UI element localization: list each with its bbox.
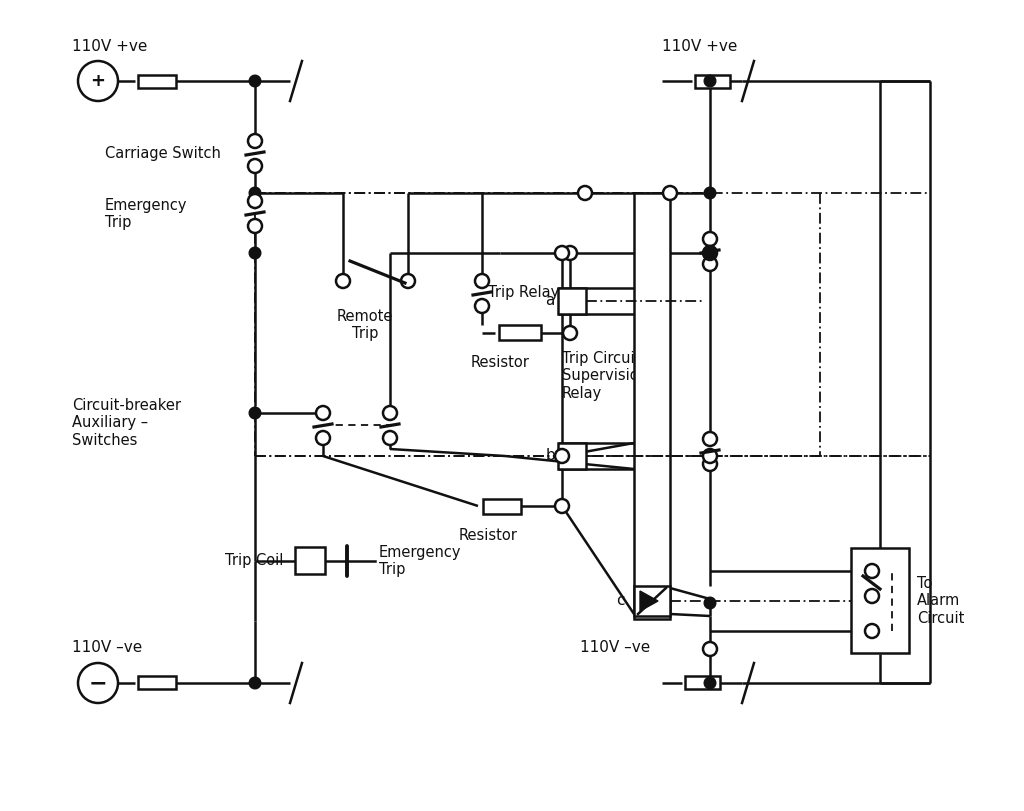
Circle shape — [703, 246, 717, 260]
Circle shape — [383, 431, 397, 445]
Text: c: c — [616, 594, 625, 608]
Text: 110V +ve: 110V +ve — [662, 39, 737, 54]
Circle shape — [703, 432, 717, 446]
Circle shape — [703, 257, 717, 271]
Circle shape — [248, 134, 262, 148]
Bar — [634, 586, 670, 616]
Circle shape — [475, 299, 489, 313]
Circle shape — [865, 624, 879, 638]
Circle shape — [78, 663, 118, 703]
Text: 110V –ve: 110V –ve — [72, 640, 142, 655]
Circle shape — [249, 75, 261, 87]
Text: Emergency
Trip: Emergency Trip — [379, 545, 462, 577]
Circle shape — [555, 449, 569, 463]
Circle shape — [475, 274, 489, 288]
Bar — [634, 193, 670, 619]
Circle shape — [555, 499, 569, 513]
Bar — [295, 547, 325, 574]
Circle shape — [705, 247, 716, 259]
Text: Emergency
Trip: Emergency Trip — [105, 198, 187, 230]
Circle shape — [703, 642, 717, 656]
Circle shape — [248, 194, 262, 208]
Circle shape — [249, 407, 261, 418]
Circle shape — [555, 246, 569, 260]
Circle shape — [248, 159, 262, 173]
Circle shape — [249, 187, 261, 199]
Text: Trip Relay: Trip Relay — [488, 285, 559, 301]
Bar — [138, 676, 176, 689]
Circle shape — [705, 677, 716, 689]
Circle shape — [865, 564, 879, 578]
Circle shape — [316, 406, 330, 420]
Circle shape — [248, 219, 262, 233]
Circle shape — [865, 589, 879, 603]
Bar — [499, 325, 541, 341]
Bar — [684, 676, 720, 689]
Circle shape — [316, 431, 330, 445]
Circle shape — [336, 274, 350, 288]
Circle shape — [383, 406, 397, 420]
Text: b: b — [545, 448, 555, 464]
Text: Resistor: Resistor — [459, 528, 517, 543]
Circle shape — [705, 597, 716, 609]
Text: a: a — [546, 294, 555, 308]
Bar — [558, 443, 586, 469]
Circle shape — [663, 186, 677, 200]
Text: 110V +ve: 110V +ve — [72, 39, 147, 54]
Circle shape — [703, 457, 717, 471]
Circle shape — [249, 677, 261, 689]
Text: +: + — [90, 72, 105, 90]
Circle shape — [563, 326, 577, 340]
Circle shape — [703, 232, 717, 246]
Bar — [138, 75, 176, 88]
Circle shape — [703, 449, 717, 463]
Text: Remote
Trip: Remote Trip — [337, 309, 393, 341]
Text: Resistor: Resistor — [471, 355, 529, 370]
Circle shape — [78, 61, 118, 101]
Text: Trip Circuit
Supervision
Relay: Trip Circuit Supervision Relay — [562, 351, 648, 401]
Circle shape — [578, 186, 592, 200]
Bar — [558, 288, 586, 314]
Text: Circuit-breaker
Auxiliary –
Switches: Circuit-breaker Auxiliary – Switches — [72, 398, 181, 448]
Text: Trip Coil: Trip Coil — [224, 553, 283, 569]
Text: −: − — [89, 673, 108, 693]
Bar — [851, 548, 909, 654]
Circle shape — [401, 274, 415, 288]
Circle shape — [705, 75, 716, 87]
Circle shape — [249, 247, 261, 259]
Polygon shape — [640, 591, 658, 611]
Bar — [483, 499, 521, 513]
Circle shape — [563, 246, 577, 260]
Text: Carriage Switch: Carriage Switch — [105, 147, 221, 161]
Text: To
Alarm
Circuit: To Alarm Circuit — [918, 576, 965, 626]
Circle shape — [705, 187, 716, 199]
Text: 110V –ve: 110V –ve — [580, 640, 650, 655]
Bar — [694, 75, 729, 88]
